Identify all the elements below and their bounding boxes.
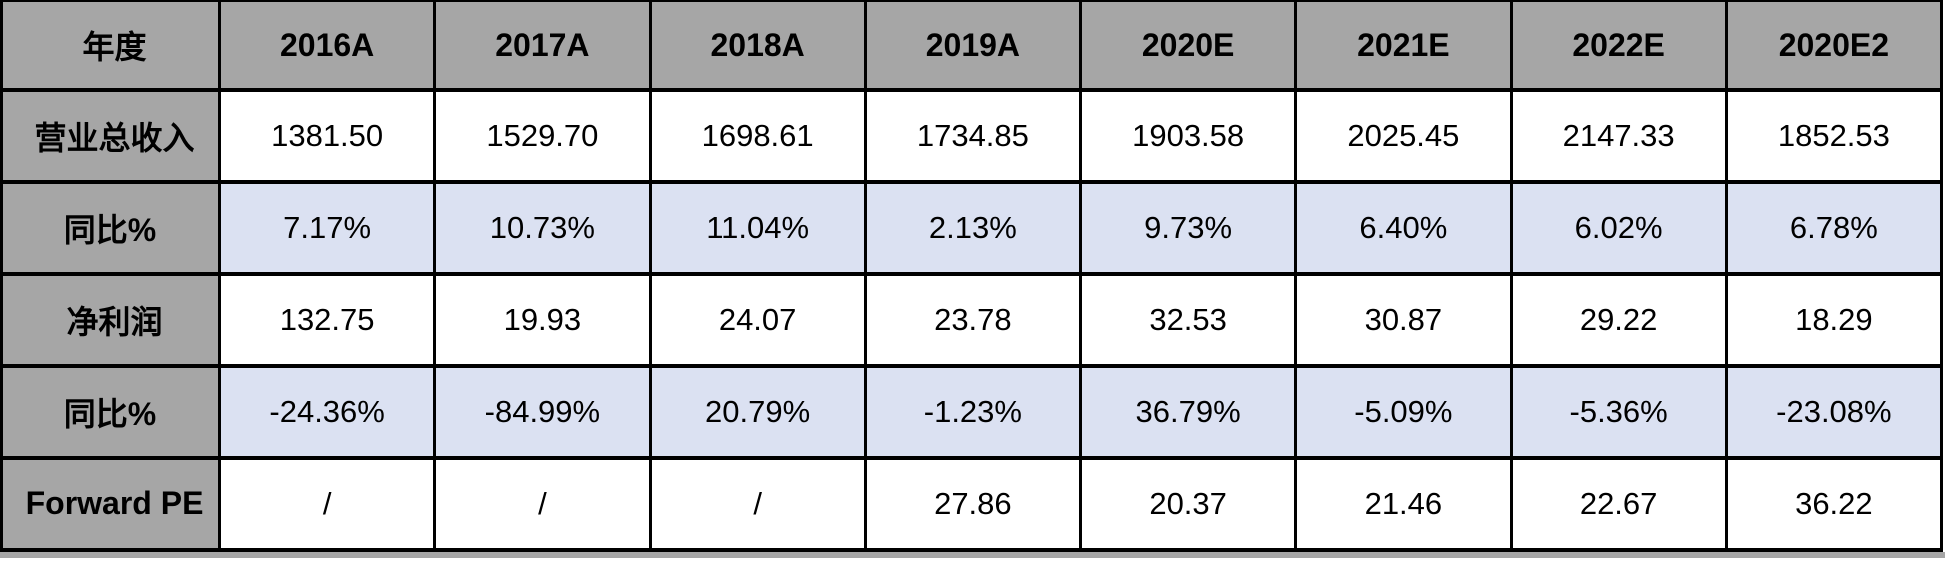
cell-r0-c7: 1852.53 bbox=[1724, 88, 1944, 184]
cell-r1-c1: 10.73% bbox=[433, 180, 652, 276]
cell-r2-c0: 132.75 bbox=[217, 272, 437, 368]
financial-forecast-table: 年度 2016A 2017A 2018A 2019A 2020E 2021E 2022E 20… bbox=[0, 0, 1944, 553]
column-header-2019a: 2019A bbox=[863, 0, 1083, 92]
column-header-2016a: 2016A bbox=[217, 0, 437, 92]
cell-r2-c4: 32.53 bbox=[1078, 272, 1298, 368]
row-label: 同比% bbox=[0, 364, 221, 460]
corner-header-year: 年度 bbox=[0, 0, 221, 92]
cell-r4-c5: 21.46 bbox=[1294, 456, 1513, 553]
table-row: 同比% 7.17% 10.73% 11.04% 2.13% 9.73% 6.40% 6.02%… bbox=[0, 180, 1944, 276]
cell-r0-c6: 2147.33 bbox=[1509, 88, 1728, 184]
column-header-2018a: 2018A bbox=[648, 0, 867, 92]
cell-r1-c6: 6.02% bbox=[1509, 180, 1728, 276]
cell-r3-c5: -5.09% bbox=[1294, 364, 1513, 460]
table-header: 年度 2016A 2017A 2018A 2019A 2020E 2021E 2022E 20… bbox=[0, 0, 1944, 92]
cell-r1-c5: 6.40% bbox=[1294, 180, 1513, 276]
cell-r4-c1: / bbox=[433, 456, 652, 553]
row-label: 净利润 bbox=[0, 272, 221, 368]
cell-r2-c7: 18.29 bbox=[1724, 272, 1944, 368]
cell-r4-c2: / bbox=[648, 456, 867, 553]
column-header-2022e: 2022E bbox=[1509, 0, 1728, 92]
table-body: 营业总收入 1381.50 1529.70 1698.61 1734.85 1903.58… bbox=[0, 88, 1944, 553]
cell-r1-c4: 9.73% bbox=[1078, 180, 1298, 276]
cell-r0-c1: 1529.70 bbox=[433, 88, 652, 184]
cell-r0-c0: 1381.50 bbox=[217, 88, 437, 184]
cell-r2-c3: 23.78 bbox=[863, 272, 1083, 368]
cell-r1-c2: 11.04% bbox=[648, 180, 867, 276]
cell-r1-c0: 7.17% bbox=[217, 180, 437, 276]
table-row: 净利润 132.75 19.93 24.07 23.78 32.53 30.87 29.22 1… bbox=[0, 272, 1944, 368]
cell-r3-c2: 20.79% bbox=[648, 364, 867, 460]
table-row: 同比% -24.36% -84.99% 20.79% -1.23% 36.79% -5.09… bbox=[0, 364, 1944, 460]
column-header-2017a: 2017A bbox=[433, 0, 652, 92]
cell-r2-c5: 30.87 bbox=[1294, 272, 1513, 368]
cell-r3-c4: 36.79% bbox=[1078, 364, 1298, 460]
cell-r0-c5: 2025.45 bbox=[1294, 88, 1513, 184]
column-header-2020e: 2020E bbox=[1078, 0, 1298, 92]
cell-r2-c1: 19.93 bbox=[433, 272, 652, 368]
cropped-next-row-strip bbox=[0, 551, 1945, 558]
cell-r0-c2: 1698.61 bbox=[648, 88, 867, 184]
cell-r4-c6: 22.67 bbox=[1509, 456, 1728, 553]
column-header-2020e2: 2020E2 bbox=[1724, 0, 1944, 92]
table-row: Forward PE / //27.86 20.37 21.46 22.67 36.22 bbox=[0, 456, 1944, 553]
row-label: Forward PE bbox=[0, 456, 221, 553]
cell-r0-c4: 1903.58 bbox=[1078, 88, 1298, 184]
cell-r3-c0: -24.36% bbox=[217, 364, 437, 460]
cell-r3-c1: -84.99% bbox=[433, 364, 652, 460]
cell-r2-c2: 24.07 bbox=[648, 272, 867, 368]
cell-r3-c3: -1.23% bbox=[863, 364, 1083, 460]
cell-r1-c3: 2.13% bbox=[863, 180, 1083, 276]
row-label: 营业总收入 bbox=[0, 88, 221, 184]
cell-r1-c7: 6.78% bbox=[1724, 180, 1944, 276]
cell-r2-c6: 29.22 bbox=[1509, 272, 1728, 368]
cell-r0-c3: 1734.85 bbox=[863, 88, 1083, 184]
cell-r4-c3: 27.86 bbox=[863, 456, 1083, 553]
row-label: 同比% bbox=[0, 180, 221, 276]
column-header-2021e: 2021E bbox=[1294, 0, 1513, 92]
cell-r3-c6: -5.36% bbox=[1509, 364, 1728, 460]
cell-r3-c7: -23.08% bbox=[1724, 364, 1944, 460]
table-row: 营业总收入 1381.50 1529.70 1698.61 1734.85 1903.58… bbox=[0, 88, 1944, 184]
header-row: 年度 2016A 2017A 2018A 2019A 2020E 2021E 2022E 20… bbox=[0, 0, 1944, 92]
cell-r4-c4: 20.37 bbox=[1078, 456, 1298, 553]
cell-r4-c7: 36.22 bbox=[1724, 456, 1944, 553]
cell-r4-c0: / bbox=[217, 456, 437, 553]
